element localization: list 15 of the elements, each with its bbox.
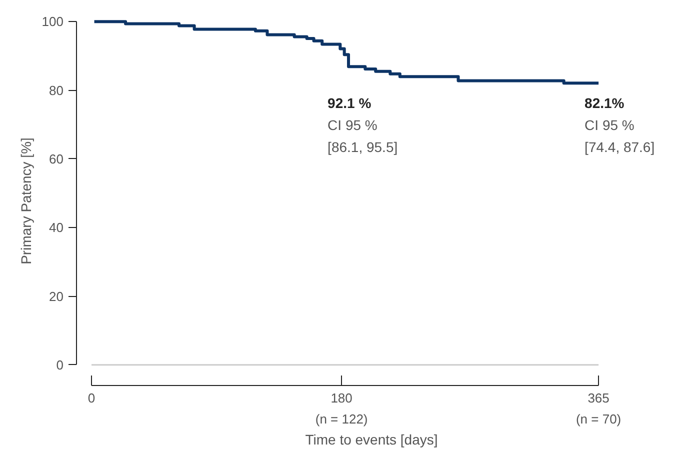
y-tick-label: 40 [49, 220, 64, 236]
y-tick-label: 20 [49, 288, 64, 304]
x-axis-title: Time to events [days] [305, 432, 438, 448]
annotation: 92.1 % CI 95 % [86.1, 95.5] [328, 95, 398, 156]
y-axis-title: Primary Patency [%] [18, 138, 34, 264]
x-tick-label: 0 [88, 390, 96, 406]
y-tick-label: 0 [56, 357, 64, 372]
x-tick-label: 365 [588, 390, 610, 406]
text: (n = 70) [576, 412, 622, 426]
y-tick-label: 60 [49, 151, 64, 166]
x-tick-label: 180 [330, 390, 352, 406]
y-tick-label: 80 [49, 82, 64, 98]
text: (n = 122) [315, 412, 368, 426]
y-tick-label: 100 [42, 14, 64, 30]
annotation: 82.1% CI 95 % [74.4, 87.6] [584, 95, 655, 156]
